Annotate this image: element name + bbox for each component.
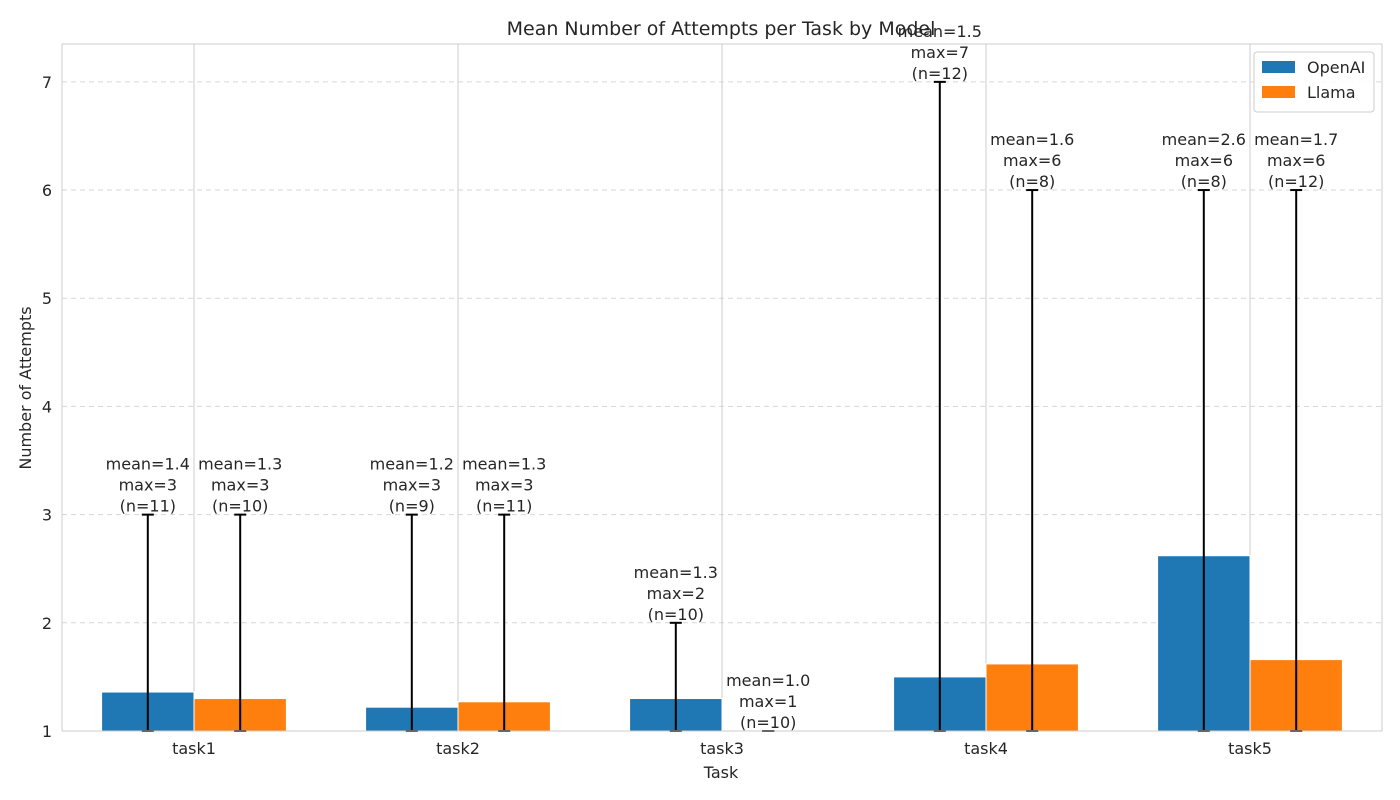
y-tick-label: 5 xyxy=(42,289,52,308)
x-tick-label: task2 xyxy=(436,739,480,758)
data-labels-layer: mean=1.4 max=3 (n=11) mean=1.2 max=3 (n=9) mea… xyxy=(106,22,1339,732)
x-tick-label: task3 xyxy=(700,739,744,758)
data-label: max=3 xyxy=(475,476,533,495)
data-label: max=3 xyxy=(119,476,177,495)
grid-layer xyxy=(62,44,1382,731)
data-label: (n=11) xyxy=(120,497,176,516)
y-tick-label: 4 xyxy=(42,397,52,416)
x-tick-label: task1 xyxy=(172,739,216,758)
data-label: mean=1.0 xyxy=(726,671,810,690)
data-label: max=2 xyxy=(647,584,705,603)
data-label: max=1 xyxy=(739,692,797,711)
data-label: max=3 xyxy=(211,476,269,495)
axis-layer: 1 2 3 4 5 6 7 task1 task2 task3 task4 task5 xyxy=(42,73,1272,758)
data-label: max=6 xyxy=(1003,151,1061,170)
chart-title: Mean Number of Attempts per Task by Mode… xyxy=(507,18,936,40)
legend-swatch xyxy=(1262,61,1295,73)
data-label: mean=1.7 xyxy=(1254,130,1338,149)
data-label: (n=9) xyxy=(389,497,435,516)
y-tick-label: 6 xyxy=(42,181,52,200)
data-label: (n=12) xyxy=(1268,172,1324,191)
y-tick-label: 2 xyxy=(42,614,52,633)
data-label: mean=1.5 xyxy=(898,22,982,41)
data-label: (n=11) xyxy=(476,497,532,516)
x-tick-label: task5 xyxy=(1228,739,1272,758)
y-tick-label: 7 xyxy=(42,73,52,92)
legend-swatch xyxy=(1262,86,1295,98)
plot-frame xyxy=(61,43,1383,732)
data-label: mean=1.3 xyxy=(634,563,718,582)
data-label: max=6 xyxy=(1175,151,1233,170)
data-label: mean=1.3 xyxy=(198,455,282,474)
data-label: mean=1.6 xyxy=(990,130,1074,149)
data-label: (n=12) xyxy=(912,64,968,83)
y-axis-label: Number of Attempts xyxy=(16,306,35,469)
data-label: max=3 xyxy=(383,476,441,495)
data-label: mean=1.4 xyxy=(106,455,190,474)
y-tick-label: 3 xyxy=(42,506,52,525)
data-label: mean=2.6 xyxy=(1162,130,1246,149)
y-tick-label: 1 xyxy=(42,722,52,741)
data-label: (n=10) xyxy=(648,605,704,624)
x-tick-label: task4 xyxy=(964,739,1008,758)
data-label: (n=10) xyxy=(740,713,796,732)
legend-label: Llama xyxy=(1307,83,1356,102)
data-label: max=6 xyxy=(1267,151,1325,170)
data-label: (n=10) xyxy=(212,497,268,516)
legend-label: OpenAI xyxy=(1307,58,1365,77)
x-axis-label: Task xyxy=(703,763,739,782)
data-label: (n=8) xyxy=(1009,172,1055,191)
data-label: (n=8) xyxy=(1181,172,1227,191)
data-label: mean=1.2 xyxy=(370,455,454,474)
data-label: mean=1.3 xyxy=(462,455,546,474)
legend: OpenAI Llama xyxy=(1253,51,1375,113)
data-label: max=7 xyxy=(911,43,969,62)
